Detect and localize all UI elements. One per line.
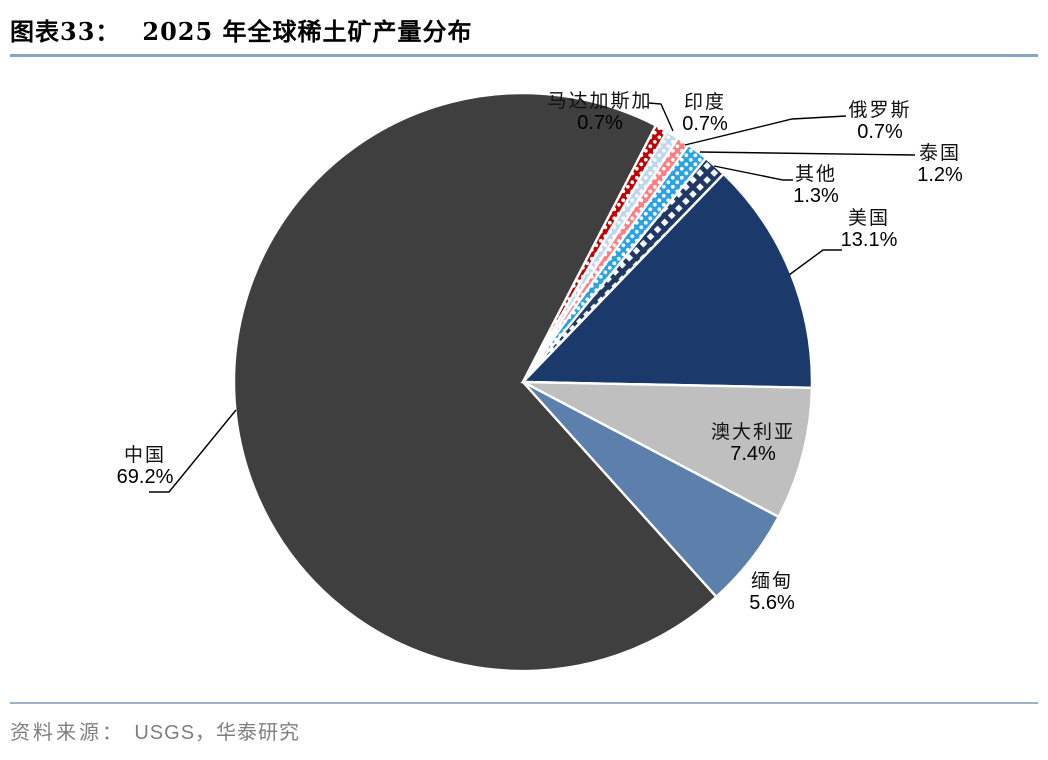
source-line: 资料来源： USGS，华泰研究 (10, 716, 300, 745)
leader-line-madagascar (648, 102, 674, 132)
slice-label-madagascar: 马达加斯加 0.7% (547, 90, 653, 134)
header-rule (10, 54, 1038, 57)
pie-slice-australia (522, 380, 814, 519)
slice-label-india: 印度 0.7% (682, 91, 728, 135)
leader-line-russia (684, 115, 847, 146)
leader-line-others (713, 165, 793, 181)
slice-label-usa: 美国 13.1% (840, 207, 898, 251)
pie-slice-china (232, 91, 719, 673)
source-label: 资料来源： (10, 720, 125, 744)
pie-slice-usa (520, 172, 814, 390)
slice-label-australia: 澳大利亚 7.4% (710, 421, 796, 465)
slice-label-thailand: 泰国 1.2% (917, 142, 963, 186)
figure-title-text: 2025 年全球稀土矿产量分布 (142, 17, 473, 46)
leader-line-usa (788, 249, 842, 276)
footer-rule (10, 702, 1038, 704)
slice-label-russia: 俄罗斯 0.7% (848, 99, 912, 143)
slice-label-china: 中国 69.2% (116, 444, 174, 488)
figure-tag: 图表33： (10, 17, 121, 46)
slice-label-myanmar: 缅甸 5.6% (749, 570, 795, 614)
leader-line-thailand (699, 151, 916, 156)
leader-line-china (149, 409, 237, 493)
pie-slice-myanmar (522, 380, 781, 599)
source-value: USGS，华泰研究 (134, 722, 301, 744)
slice-label-others: 其他 1.3% (793, 163, 839, 207)
figure-title: 图表33： 2025 年全球稀土矿产量分布 (10, 12, 1038, 47)
